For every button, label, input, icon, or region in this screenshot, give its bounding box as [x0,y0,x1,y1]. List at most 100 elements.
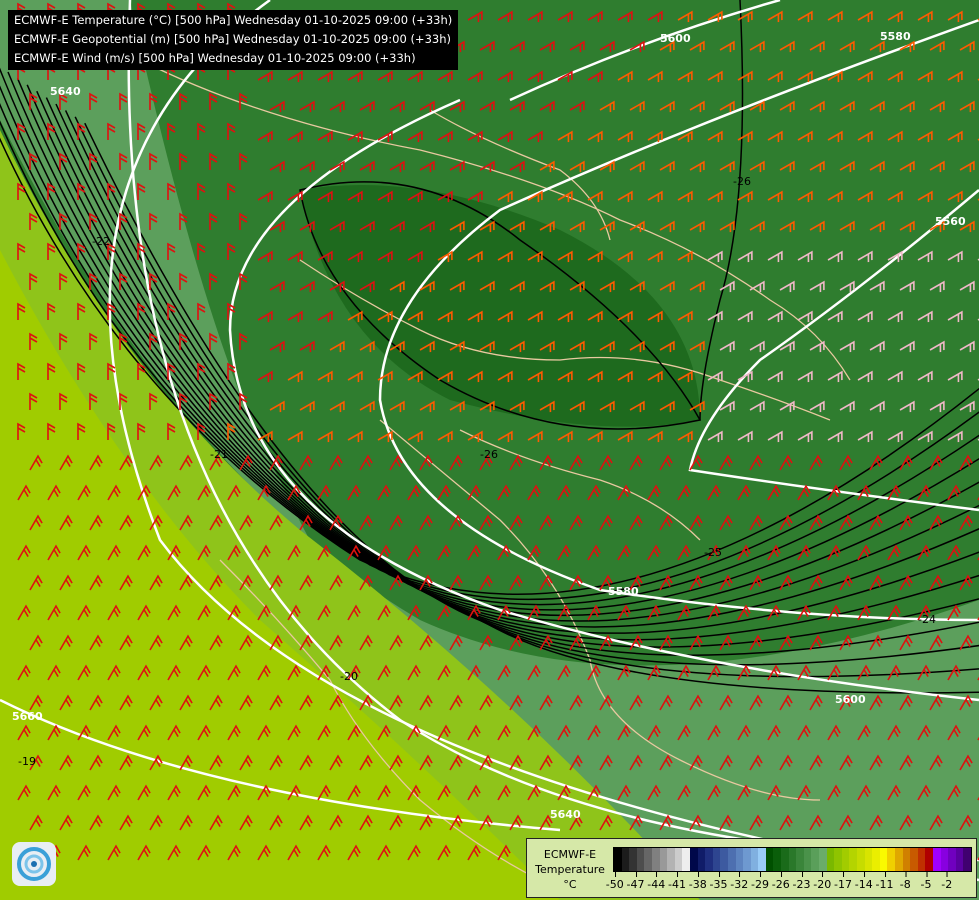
color-scale [613,847,972,872]
wind-barb [587,310,603,323]
wind-barb [77,544,91,561]
wind-barb [407,70,423,83]
wind-barb [209,152,218,170]
wind-barb [797,544,811,561]
wind-barb [617,310,633,323]
wind-barb [539,694,553,711]
wind-barb [629,574,643,591]
wind-barb [17,122,26,140]
wind-barb [467,484,481,501]
wind-barb [599,814,613,831]
wind-barb [257,844,271,861]
wind-barb [869,574,883,591]
wind-barb [257,130,273,143]
wind-barb [779,400,795,413]
wind-barb [629,40,645,53]
wind-barb [419,814,433,831]
wind-barb [287,784,301,801]
wind-barb [17,422,26,440]
wind-barb [857,430,873,443]
wind-barb [917,430,933,443]
wind-barb [779,40,795,53]
wind-barb [929,514,943,531]
wind-barb [119,634,133,651]
wind-barb [629,754,643,771]
wind-barb [239,574,253,591]
wind-barb [77,724,91,741]
wind-barb [269,634,283,651]
wind-barb [557,484,571,501]
wind-barb [719,694,733,711]
wind-barb [737,604,751,621]
geopotential-label: 5640 [50,85,81,98]
wind-barb [257,724,271,741]
wind-barb [497,784,511,801]
wind-barb [659,400,675,413]
wind-barb [629,280,645,293]
legend-tick: -50 [606,871,624,891]
wind-barb [179,694,193,711]
wind-barb [347,370,363,383]
wind-barb [299,574,313,591]
wind-barb [269,100,285,113]
wind-barb [527,430,543,443]
wind-barb [119,754,133,771]
wind-barb [647,250,663,263]
wind-barb [329,280,345,293]
wind-barb [59,454,73,471]
color-swatch [925,848,933,871]
wind-barb [419,514,433,531]
wind-barb [677,484,691,501]
wind-barb [557,250,573,263]
color-swatch [879,848,888,871]
wind-barb [467,430,483,443]
temperature-label: -19 [18,755,36,768]
wind-barb [947,484,961,501]
wind-barb [809,574,823,591]
map-title-box: ECMWF-E Temperature (°C) [500 hPa] Wedne… [8,10,459,70]
wind-barb [809,694,823,711]
wind-barb [659,340,675,353]
wind-barb [527,484,541,501]
wind-barb [407,844,421,861]
wind-barb [497,190,513,203]
wind-barb [779,574,793,591]
wind-barb [179,92,188,110]
wind-barb [449,400,465,413]
wind-barb [959,754,973,771]
wind-barb [899,514,913,531]
wind-barb [869,220,885,233]
wind-barb [227,242,236,260]
wind-barb [77,182,86,200]
wind-barb [779,160,795,173]
wind-barb [497,310,513,323]
wind-barb [239,514,253,531]
wind-barb [17,302,26,320]
wind-barb [707,130,723,143]
color-swatch [667,848,675,871]
geopotential-label: 5660 [12,710,43,723]
wind-barb [407,130,423,143]
wind-barb [509,160,525,173]
wind-barb [467,724,481,741]
wind-barb [767,310,783,323]
temperature-label: -26 [480,448,498,461]
wind-barb [359,220,375,233]
wind-barb [659,160,675,173]
wind-barb [287,430,303,443]
legend-tick: -44 [647,871,665,891]
wind-barb [257,430,273,443]
wind-barb [317,370,333,383]
wind-barb [509,694,523,711]
wind-barb [59,574,73,591]
geopotential-contour [688,189,979,512]
wind-barb [269,280,285,293]
wind-barb [779,814,793,831]
wind-barb [437,430,453,443]
wind-barb [359,454,373,471]
wind-barb [509,514,523,531]
wind-barb [797,604,811,621]
wind-barb [929,340,945,353]
geopotential-label: 5580 [880,30,911,43]
